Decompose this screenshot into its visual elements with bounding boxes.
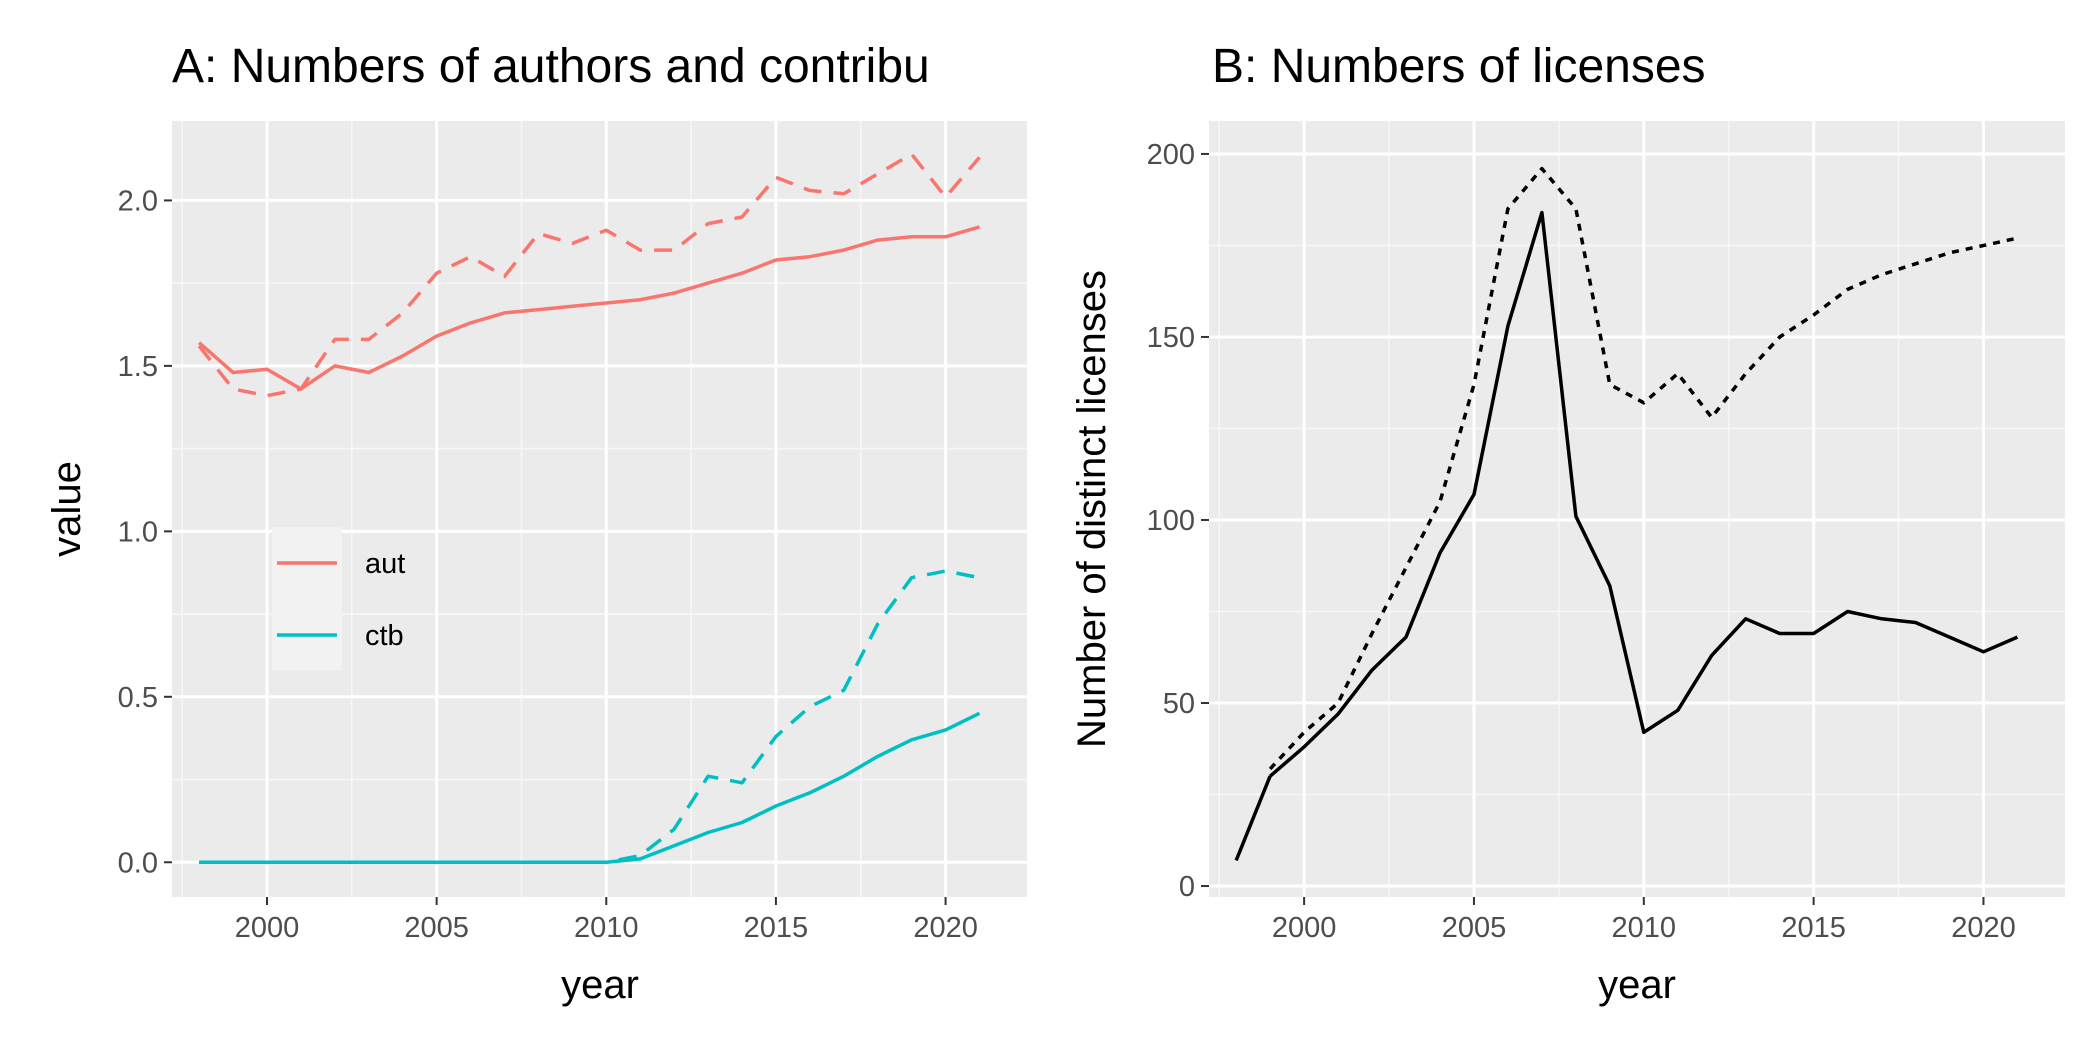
panel-b-x-axis: 2000 2005 2010 2015 2020	[1272, 897, 2016, 944]
y-tick-label: 50	[1163, 688, 1195, 720]
legend-background	[272, 527, 342, 670]
panel-a-series	[197, 152, 981, 865]
y-tick-label: 0.0	[118, 847, 158, 879]
y-tick-label: 0	[1179, 871, 1195, 903]
x-tick-label: 2015	[1781, 912, 1846, 944]
y-tick-label: 1.0	[118, 516, 158, 548]
panel-b-series	[1234, 166, 2019, 862]
series-line-licenses-solid	[1268, 210, 2019, 778]
series-line-ctb-dashed	[199, 569, 980, 865]
panel-a-x-axis-title: year	[561, 963, 639, 1007]
panel-a: A: Numbers of authors and contribu aut c…	[45, 40, 1027, 1007]
y-tick-label: 0.5	[118, 682, 158, 714]
legend-label-ctb: ctb	[365, 620, 404, 652]
panel-a-legend: aut ctb	[272, 527, 405, 670]
panel-b-y-axis-title: Number of distinct licenses	[1070, 270, 1114, 748]
x-tick-label: 2020	[913, 912, 978, 944]
y-tick-label: 2.0	[118, 185, 158, 217]
legend-label-aut: aut	[365, 548, 405, 580]
y-tick-label: 1.5	[118, 351, 158, 383]
panel-a-minor-grid	[172, 121, 1027, 897]
series-line-licenses-solid	[1234, 775, 1272, 862]
panel-b-plot-background	[1209, 121, 2065, 897]
panel-a-plot-background	[172, 121, 1027, 897]
panel-b-x-axis-title: year	[1598, 963, 1676, 1007]
y-tick-label: 150	[1147, 322, 1195, 354]
panel-b-y-axis: 0 50 100 150 200	[1147, 139, 1209, 903]
panel-a-title: A: Numbers of authors and contribu	[172, 40, 930, 93]
x-tick-label: 2010	[1612, 912, 1677, 944]
y-tick-label: 100	[1147, 505, 1195, 537]
panel-a-y-axis-title: value	[45, 461, 89, 557]
y-tick-label: 200	[1147, 139, 1195, 171]
x-tick-label: 2000	[1272, 912, 1337, 944]
series-line-aut-dashed	[197, 152, 981, 398]
panel-b-minor-grid	[1209, 121, 2065, 897]
panel-a-x-axis: 2000 2005 2010 2015 2020	[235, 897, 978, 944]
x-tick-label: 2010	[574, 912, 639, 944]
panel-b-major-grid	[1209, 121, 2065, 897]
series-line-aut-solid	[197, 225, 980, 391]
x-tick-label: 2020	[1951, 912, 2016, 944]
panel-a-y-axis: 0.0 0.5 1.0 1.5 2.0	[118, 185, 172, 879]
panel-b-title: B: Numbers of licenses	[1212, 40, 1706, 93]
series-line-licenses-dotted	[1268, 166, 2018, 771]
panel-b: B: Numbers of licenses 2000 2005 2010 2015 2…	[1070, 40, 2065, 1007]
x-tick-label: 2015	[744, 912, 809, 944]
x-tick-label: 2000	[235, 912, 300, 944]
x-tick-label: 2005	[1442, 912, 1507, 944]
x-tick-label: 2005	[404, 912, 469, 944]
